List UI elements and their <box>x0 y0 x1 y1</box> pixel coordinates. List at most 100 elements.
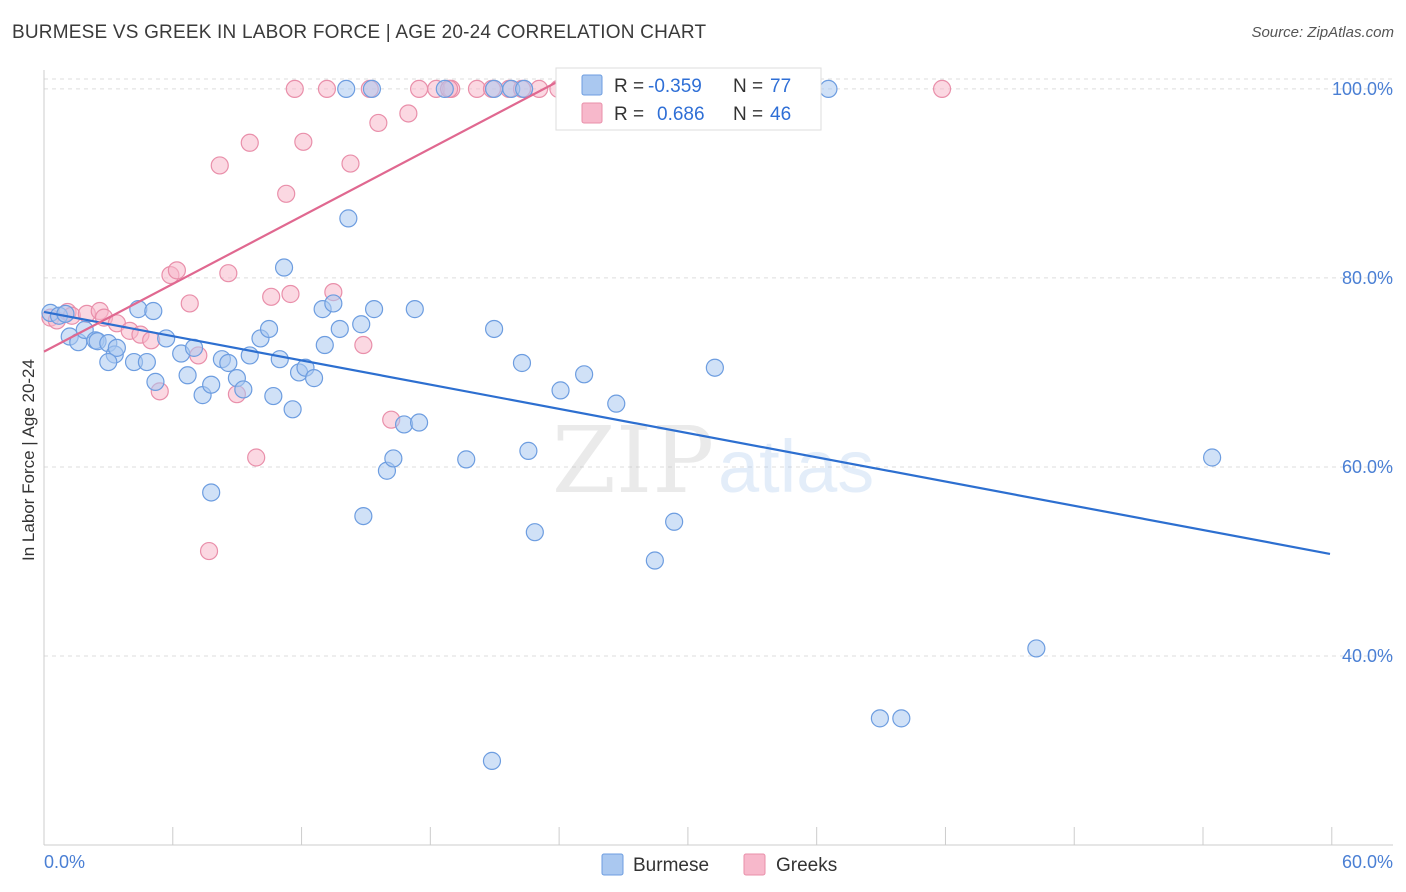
burmese-point <box>512 353 532 373</box>
y-tick-label: 80.0% <box>1342 268 1393 288</box>
burmese-point <box>337 79 356 99</box>
greek-point <box>341 154 360 173</box>
greek-point <box>240 133 259 152</box>
watermark-atlas: atlas <box>718 425 874 508</box>
burmese-point <box>482 751 502 770</box>
greek-point <box>210 156 229 175</box>
burmese-point <box>485 79 504 99</box>
burmese-point <box>1027 639 1046 658</box>
burmese-point <box>178 366 197 385</box>
burmese-point <box>575 365 594 384</box>
watermark-zip: ZIP <box>552 407 714 514</box>
burmese-point <box>405 300 424 319</box>
burmese-point <box>384 449 403 468</box>
burmese-point <box>394 415 414 434</box>
greek-point <box>142 331 161 350</box>
burmese-point <box>234 380 253 399</box>
burmese-trend-line <box>43 310 1331 555</box>
burmese-point <box>435 79 454 99</box>
burmese-point <box>485 319 504 339</box>
greek-point <box>294 132 313 151</box>
greek-n-label: N = <box>733 104 763 125</box>
burmese-point <box>202 483 221 502</box>
chart-title: BURMESE VS GREEK IN LABOR FORCE | AGE 20… <box>12 22 707 43</box>
greek-point <box>199 541 219 561</box>
burmese-point <box>315 335 334 355</box>
burmese-point <box>144 301 163 321</box>
burmese-point <box>270 350 289 369</box>
burmese-point <box>409 413 429 432</box>
trend-lines <box>43 69 1331 555</box>
greek-point <box>281 284 300 304</box>
greek-point <box>277 184 296 203</box>
burmese-point <box>99 352 118 372</box>
greek-point <box>399 104 418 123</box>
burmese-point <box>607 394 626 413</box>
y-tick-labels: 40.0% 60.0% 80.0% 100.0% <box>1332 79 1393 666</box>
greek-point <box>285 79 304 99</box>
watermark: ZIP atlas <box>552 407 874 514</box>
burmese-point <box>551 381 570 400</box>
burmese-point <box>364 300 384 319</box>
burmese-point <box>1203 448 1222 467</box>
burmese-point <box>870 709 890 728</box>
burmese-point <box>892 709 911 728</box>
greek-point <box>369 113 388 133</box>
burmese-point <box>330 319 349 339</box>
burmese-point <box>304 369 324 388</box>
burmese-point <box>525 523 544 542</box>
burmese-swatch <box>581 74 603 96</box>
burmese-point <box>362 79 382 99</box>
burmese-point <box>665 512 684 531</box>
burmese-point <box>202 375 221 394</box>
burmese-point <box>519 441 538 460</box>
stats-legend: R = -0.359 N = 77 R = 0.686 N = 46 <box>555 67 822 131</box>
greek-point <box>932 79 952 99</box>
burmese-point <box>515 79 534 99</box>
burmese-point <box>219 353 238 373</box>
greek-point <box>317 79 337 99</box>
burmese-point <box>705 358 724 377</box>
burmese-point <box>283 400 302 419</box>
legend-burmese-label: Burmese <box>633 855 709 876</box>
greek-point <box>409 79 429 99</box>
y-axis-title: In Labor Force | Age 20-24 <box>19 359 38 561</box>
burmese-point <box>107 338 126 357</box>
greek-point <box>219 264 238 283</box>
burmese-n-label: N = <box>733 76 763 97</box>
burmese-point <box>137 352 156 372</box>
burmese-r-value: -0.359 <box>648 76 702 97</box>
burmese-point <box>352 315 371 334</box>
burmese-point <box>354 506 373 526</box>
x-tick-label-max: 60.0% <box>1342 852 1393 872</box>
legend-burmese-swatch <box>601 853 624 876</box>
x-tick-label-min: 0.0% <box>44 852 85 872</box>
axes <box>43 70 1393 846</box>
y-tick-label: 40.0% <box>1342 646 1393 666</box>
y-tick-label: 60.0% <box>1342 457 1393 477</box>
burmese-point <box>146 372 165 391</box>
burmese-point <box>645 551 664 570</box>
burmese-point <box>274 258 294 277</box>
source-label: Source: ZipAtlas.com <box>1251 24 1394 41</box>
greek-point <box>262 287 281 306</box>
legend-greeks-swatch <box>743 853 766 876</box>
burmese-point <box>339 209 358 228</box>
y-tick-label: 100.0% <box>1332 79 1393 99</box>
greek-point <box>180 294 199 313</box>
burmese-r-label: R = <box>614 76 644 97</box>
greek-r-label: R = <box>614 104 644 125</box>
burmese-n-value: 77 <box>770 76 791 97</box>
burmese-point <box>259 319 279 339</box>
greek-swatch <box>581 102 603 124</box>
burmese-point <box>264 386 283 406</box>
greek-n-value: 46 <box>770 104 791 125</box>
burmese-point <box>457 450 476 469</box>
burmese-point <box>819 79 838 99</box>
series-legend: Burmese Greeks <box>601 853 837 876</box>
greek-point <box>247 448 266 467</box>
burmese-point <box>157 329 176 348</box>
legend-greeks-label: Greeks <box>776 855 837 876</box>
greek-point <box>354 335 373 355</box>
